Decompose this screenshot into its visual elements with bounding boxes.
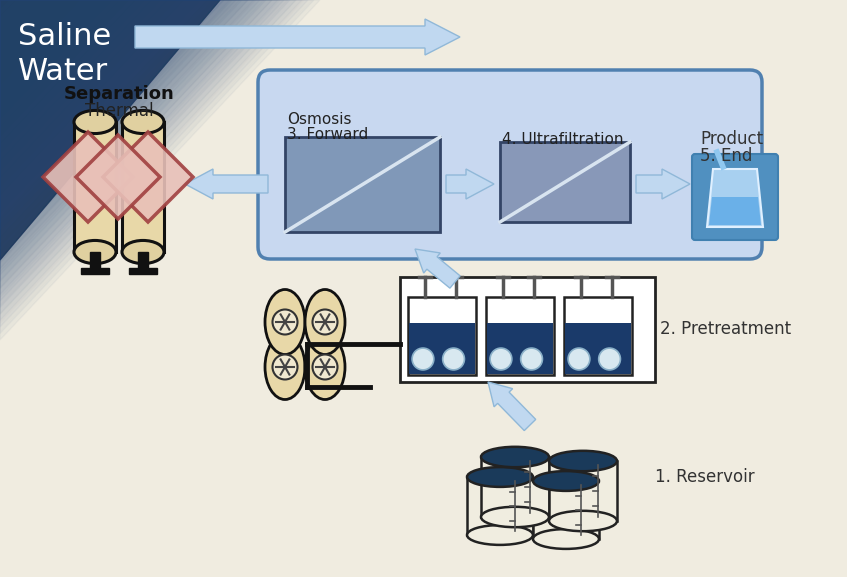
- Text: Saline: Saline: [18, 22, 111, 51]
- Ellipse shape: [265, 290, 305, 354]
- Circle shape: [273, 354, 297, 380]
- Ellipse shape: [122, 241, 164, 264]
- Bar: [549, 461, 617, 521]
- Polygon shape: [707, 169, 763, 227]
- Bar: [285, 137, 440, 232]
- Bar: [408, 297, 476, 375]
- Circle shape: [313, 354, 337, 380]
- Polygon shape: [0, 0, 220, 260]
- Ellipse shape: [481, 447, 549, 467]
- Ellipse shape: [549, 511, 617, 531]
- Polygon shape: [0, 0, 56, 59]
- Polygon shape: [0, 0, 48, 51]
- Ellipse shape: [412, 348, 434, 370]
- Polygon shape: [103, 132, 193, 222]
- Text: 5. End: 5. End: [700, 147, 752, 165]
- Polygon shape: [76, 135, 160, 219]
- Text: 3. Forward: 3. Forward: [287, 127, 368, 142]
- Polygon shape: [0, 0, 64, 68]
- Ellipse shape: [305, 290, 345, 354]
- Polygon shape: [185, 169, 268, 199]
- Polygon shape: [0, 0, 88, 93]
- Bar: [481, 457, 549, 517]
- FancyBboxPatch shape: [258, 70, 762, 259]
- Text: 2. Pretreatment: 2. Pretreatment: [660, 320, 791, 338]
- Ellipse shape: [521, 348, 542, 370]
- Circle shape: [273, 309, 297, 335]
- Bar: [409, 323, 475, 374]
- Ellipse shape: [74, 110, 116, 133]
- Bar: [90, 252, 100, 270]
- Polygon shape: [709, 197, 761, 225]
- Polygon shape: [0, 0, 32, 34]
- Bar: [122, 122, 164, 252]
- Text: 1. Reservoir: 1. Reservoir: [655, 468, 755, 486]
- Polygon shape: [0, 0, 96, 102]
- Bar: [74, 122, 116, 252]
- Text: Thermal: Thermal: [85, 102, 153, 120]
- Ellipse shape: [305, 335, 345, 399]
- Bar: [486, 297, 554, 375]
- Text: Separation: Separation: [64, 85, 174, 103]
- Ellipse shape: [265, 335, 305, 399]
- Bar: [467, 477, 533, 535]
- Polygon shape: [0, 0, 8, 9]
- Circle shape: [313, 309, 337, 335]
- Bar: [487, 323, 553, 374]
- Bar: [500, 142, 630, 222]
- Polygon shape: [0, 0, 72, 77]
- Ellipse shape: [467, 525, 533, 545]
- Ellipse shape: [443, 348, 464, 370]
- Polygon shape: [415, 249, 460, 288]
- Ellipse shape: [122, 110, 164, 133]
- Polygon shape: [636, 169, 690, 199]
- FancyBboxPatch shape: [400, 277, 655, 382]
- Polygon shape: [43, 132, 133, 222]
- Text: 4. Ultrafiltration: 4. Ultrafiltration: [502, 132, 623, 147]
- Bar: [533, 481, 599, 539]
- Text: Water: Water: [18, 57, 108, 86]
- Bar: [129, 268, 157, 274]
- Ellipse shape: [74, 241, 116, 264]
- Ellipse shape: [549, 451, 617, 471]
- Ellipse shape: [467, 467, 533, 487]
- Text: Product: Product: [700, 130, 763, 148]
- Ellipse shape: [568, 348, 590, 370]
- Ellipse shape: [490, 348, 512, 370]
- Bar: [564, 297, 632, 375]
- Ellipse shape: [481, 507, 549, 527]
- Polygon shape: [135, 19, 460, 55]
- Bar: [565, 323, 631, 374]
- Ellipse shape: [533, 529, 599, 549]
- Polygon shape: [0, 0, 40, 43]
- Ellipse shape: [533, 471, 599, 491]
- FancyBboxPatch shape: [692, 154, 778, 240]
- Polygon shape: [0, 0, 80, 85]
- Polygon shape: [0, 0, 24, 25]
- Bar: [138, 252, 148, 270]
- Text: Osmosis: Osmosis: [287, 112, 352, 127]
- Polygon shape: [488, 382, 535, 430]
- Polygon shape: [446, 169, 494, 199]
- Bar: [81, 268, 109, 274]
- Ellipse shape: [599, 348, 621, 370]
- Polygon shape: [0, 0, 16, 17]
